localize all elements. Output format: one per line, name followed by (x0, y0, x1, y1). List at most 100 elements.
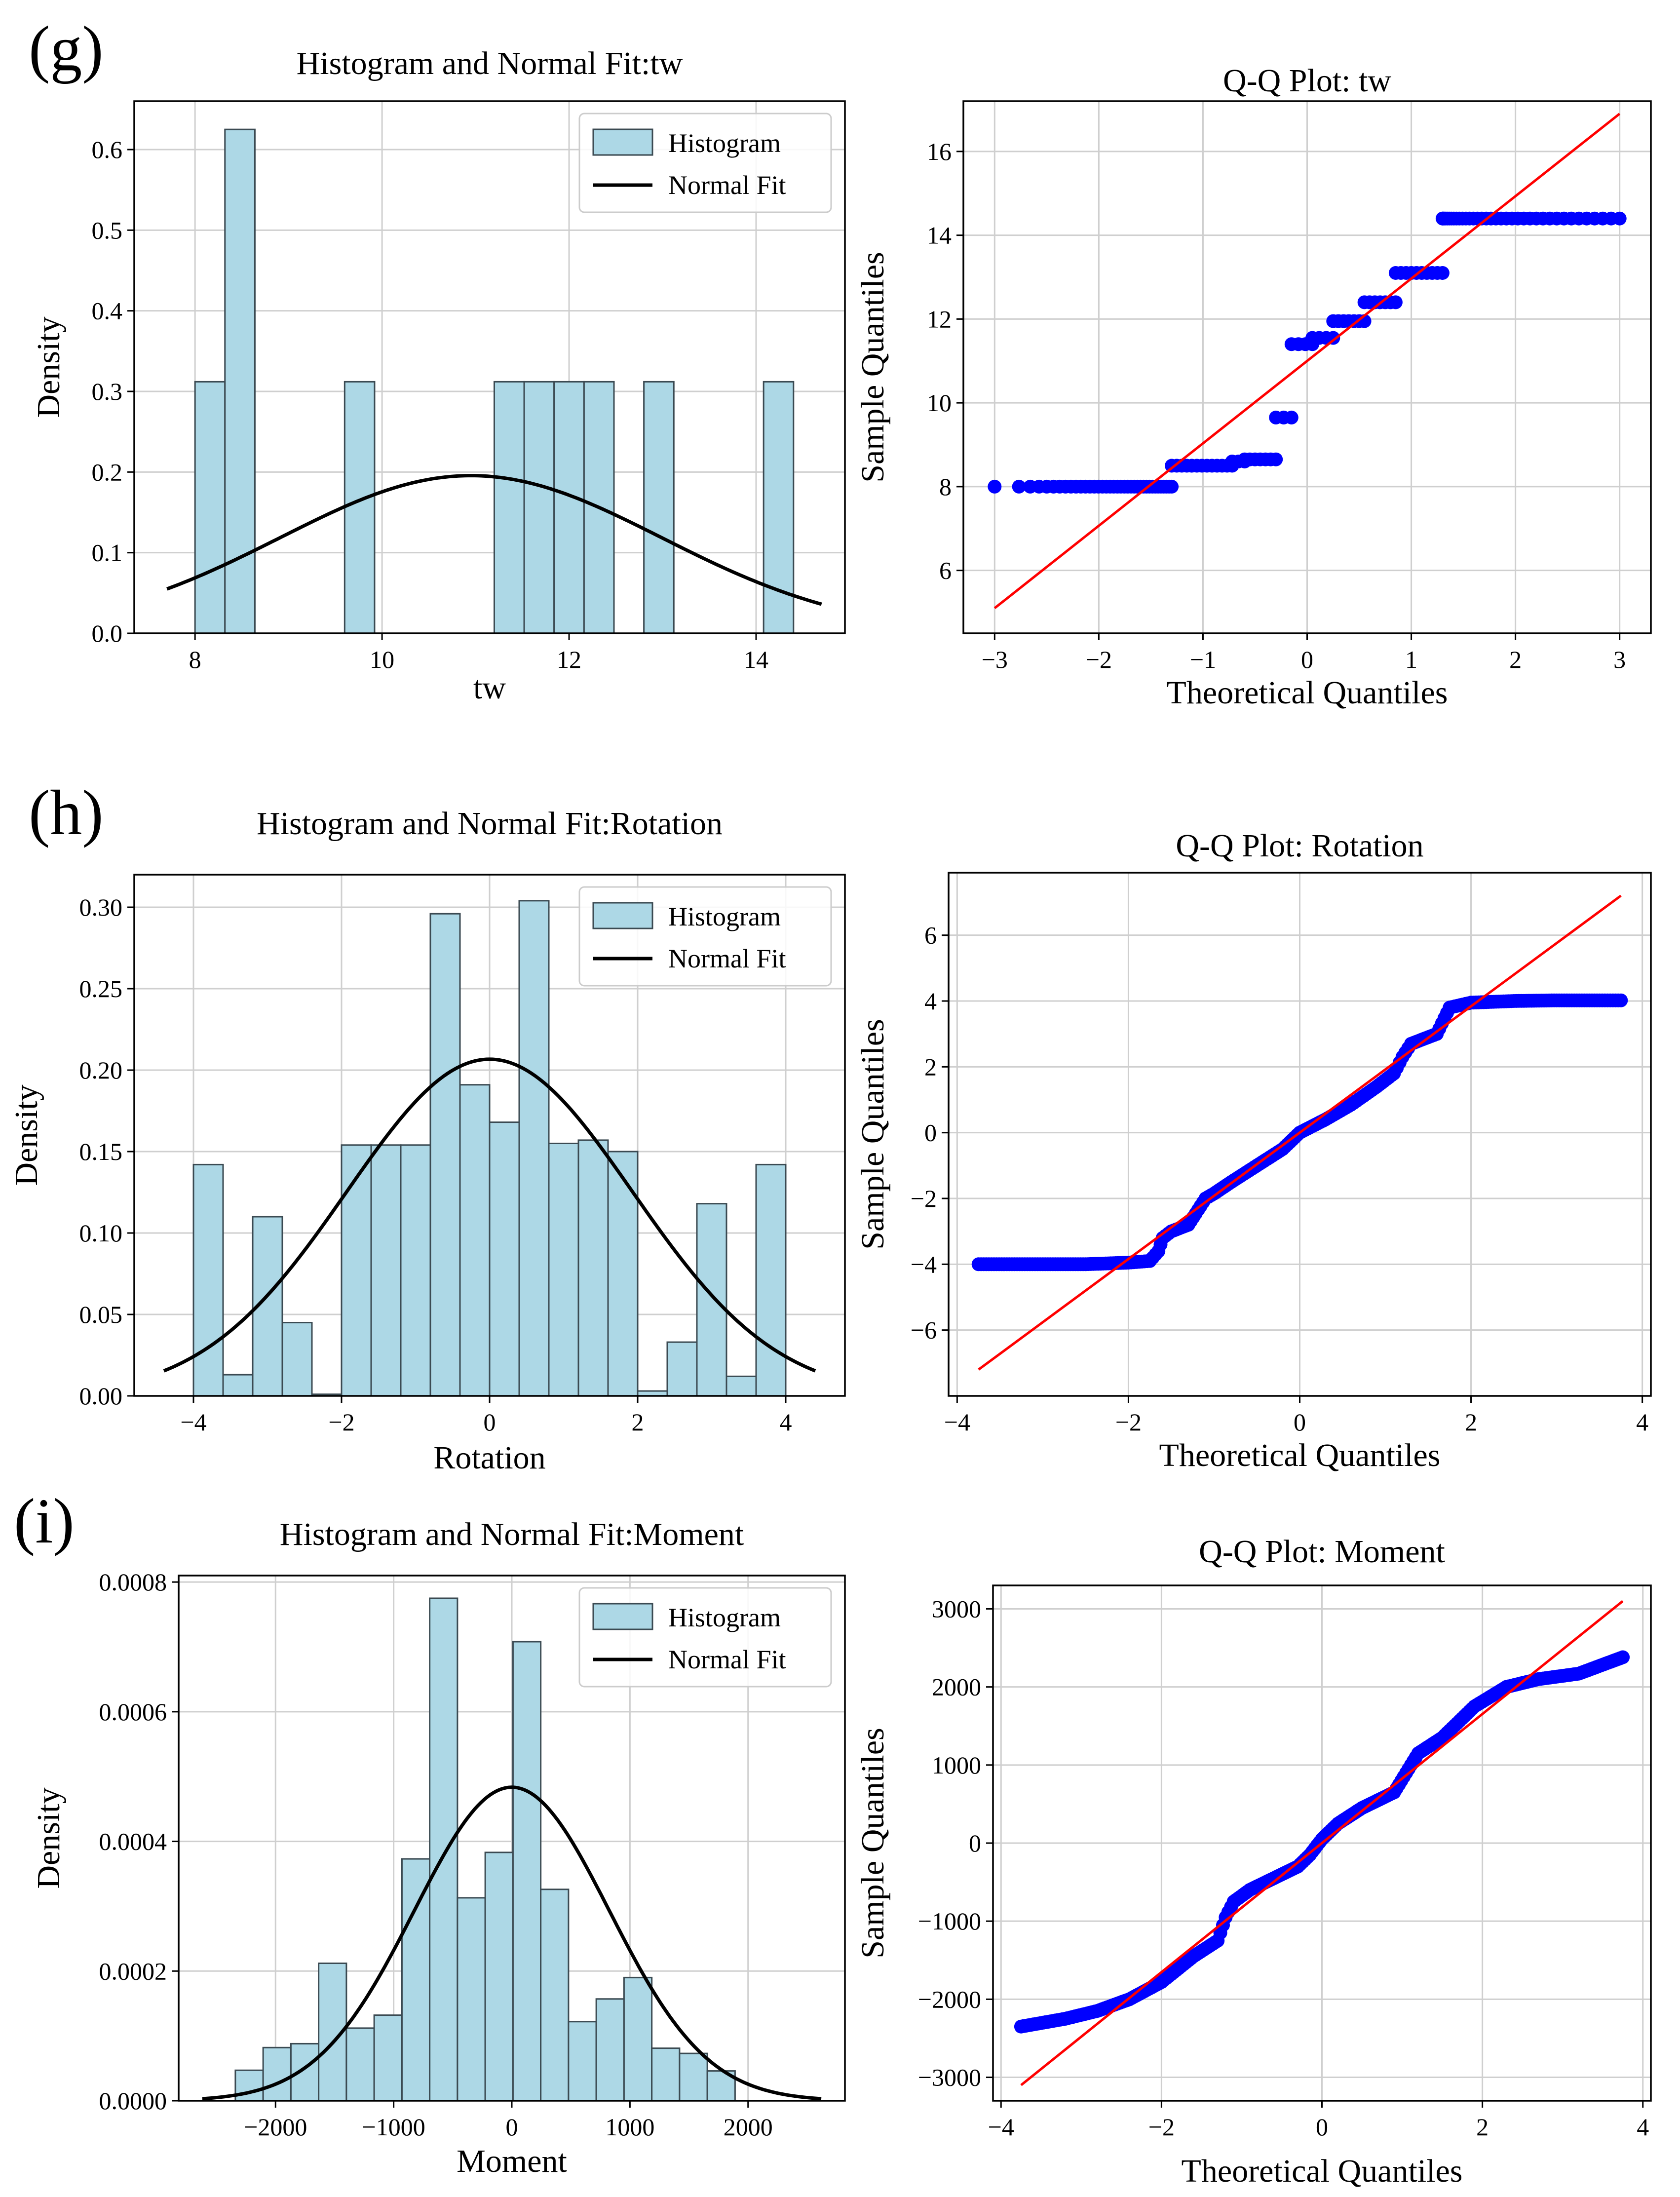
histogram-bar (429, 1597, 458, 2101)
legend-label-histogram: Histogram (668, 128, 781, 158)
y-tick-label: 1000 (932, 1751, 981, 1779)
x-tick-label: 10 (370, 646, 394, 673)
chart-title: Q-Q Plot: Moment (1199, 1534, 1445, 1570)
legend-label-normal-fit: Normal Fit (668, 944, 786, 973)
x-axis-label: tw (473, 670, 506, 706)
x-tick-label: 4 (1637, 2113, 1649, 2141)
plot-area (988, 113, 1627, 610)
x-tick-label: −2 (1148, 2113, 1175, 2141)
y-tick-label: −2 (911, 1185, 937, 1212)
legend-label-normal-fit: Normal Fit (668, 1645, 786, 1674)
x-tick-label: −4 (988, 2113, 1014, 2141)
chart-qq-rotation: −4 −2 0 2 4 −6 −4 −2 0 2 4 6 Q-Q Plot: Rotation Theor… (855, 828, 1652, 1473)
histogram-bar (577, 1139, 609, 1396)
plot-area (163, 900, 816, 1396)
normal-fit-curve (202, 1785, 822, 2101)
y-tick-label: 0.0008 (99, 1568, 167, 1596)
y-tick-label: 0.20 (79, 1056, 123, 1084)
y-tick-label: 12 (927, 305, 952, 333)
histogram-bar (696, 1203, 727, 1396)
x-tick-label: 12 (557, 646, 581, 673)
histogram-bar (234, 2069, 264, 2101)
axes-frame (133, 100, 846, 634)
y-tick-label: 0 (924, 1119, 937, 1147)
histogram-bar (518, 900, 550, 1396)
y-tick-label: 0.4 (92, 297, 123, 325)
chart-title: Q-Q Plot: Rotation (1176, 828, 1423, 864)
histogram-bar (262, 2046, 292, 2101)
y-tick-label: 8 (939, 473, 952, 501)
x-tick-label: 0 (1316, 2113, 1328, 2141)
chart-qq-moment: −4 −2 0 2 4 −3000 −2000 −1000 0 1000 2000 3000 Q-Q P… (855, 1534, 1652, 2189)
histogram-bar (484, 1851, 514, 2101)
x-tick-label: 4 (780, 1408, 792, 1436)
x-tick-label: 2 (1465, 1408, 1477, 1436)
qq-point (1165, 479, 1179, 494)
qq-point (1326, 331, 1340, 345)
x-tick-label: 2 (632, 1408, 644, 1436)
y-axis-label: Density (31, 1787, 67, 1889)
x-tick-label: 4 (1636, 1408, 1648, 1436)
x-tick-label: 0 (1301, 646, 1313, 673)
y-tick-label: 0.0004 (99, 1828, 167, 1855)
y-tick-label: 0.1 (92, 539, 123, 567)
x-tick-label: 14 (744, 646, 768, 673)
x-tick-label: 1000 (605, 2113, 654, 2141)
y-axis-label: Density (8, 1084, 44, 1186)
chart-hist-moment: −2000 −1000 0 1000 2000 0.0000 0.0002 0.0004 0.0… (31, 1516, 846, 2179)
legend-label-histogram: Histogram (668, 902, 781, 931)
y-tick-label: 14 (927, 222, 952, 249)
y-tick-label: 0.0006 (99, 1698, 167, 1726)
histogram-bar (457, 1897, 486, 2101)
panel-label-i: (i) (14, 1486, 75, 1557)
y-tick-label: 6 (939, 557, 952, 584)
histogram-bar (493, 381, 525, 633)
chart-hist-tw: 8 10 12 14 0.0 0.1 0.2 0.3 0.4 0.5 0.6 Histogram an… (31, 45, 846, 706)
x-axis-label: Rotation (433, 1440, 545, 1476)
legend-label-histogram: Histogram (668, 1603, 781, 1632)
x-tick-label: −3 (982, 646, 1008, 673)
legend-swatch-histogram (592, 1603, 653, 1630)
qq-point (1435, 266, 1450, 280)
y-tick-label: 2000 (932, 1673, 981, 1701)
x-tick-label: 0 (1294, 1408, 1306, 1436)
y-tick-label: 0.15 (79, 1138, 123, 1165)
x-tick-label: −1000 (362, 2113, 425, 2141)
plot-area (166, 128, 822, 633)
y-axis-label: Density (31, 316, 67, 418)
legend-label-normal-fit: Normal Fit (668, 170, 786, 200)
grid-lines (963, 101, 1651, 633)
qq-point (1012, 479, 1026, 494)
histogram-bar (401, 1858, 431, 2101)
y-tick-label: 0.6 (92, 136, 123, 163)
histogram-bar (224, 128, 256, 633)
x-tick-label: −2 (328, 1408, 354, 1436)
normal-fit-curve (166, 474, 822, 606)
y-tick-label: 16 (927, 138, 952, 165)
histogram-bar (568, 2021, 597, 2101)
qq-reference-line (978, 894, 1622, 1371)
y-tick-label: 0.30 (79, 893, 123, 921)
histogram-bar (623, 1976, 653, 2101)
histogram-bar (192, 1163, 224, 1396)
y-tick-label: 0.5 (92, 216, 123, 244)
x-axis-label: Moment (457, 2143, 567, 2179)
y-tick-label: 10 (927, 389, 952, 417)
qq-point (988, 479, 1002, 494)
y-tick-label: −3000 (918, 2064, 981, 2091)
y-tick-label: 2 (924, 1053, 937, 1080)
x-tick-label: −2 (1115, 1408, 1142, 1436)
histogram-bar (666, 1341, 698, 1396)
legend-swatch-histogram (592, 128, 653, 156)
qq-point (1612, 211, 1627, 226)
qq-points (1014, 1650, 1630, 2034)
histogram-bar (512, 1641, 542, 2101)
histogram-bar (373, 2014, 403, 2101)
legend: Histogram Normal Fit (578, 113, 832, 213)
y-tick-label: 0.00 (79, 1382, 123, 1410)
histogram-bar (400, 1144, 431, 1396)
histogram-bar (370, 1144, 402, 1396)
y-tick-label: 0.3 (92, 378, 123, 405)
